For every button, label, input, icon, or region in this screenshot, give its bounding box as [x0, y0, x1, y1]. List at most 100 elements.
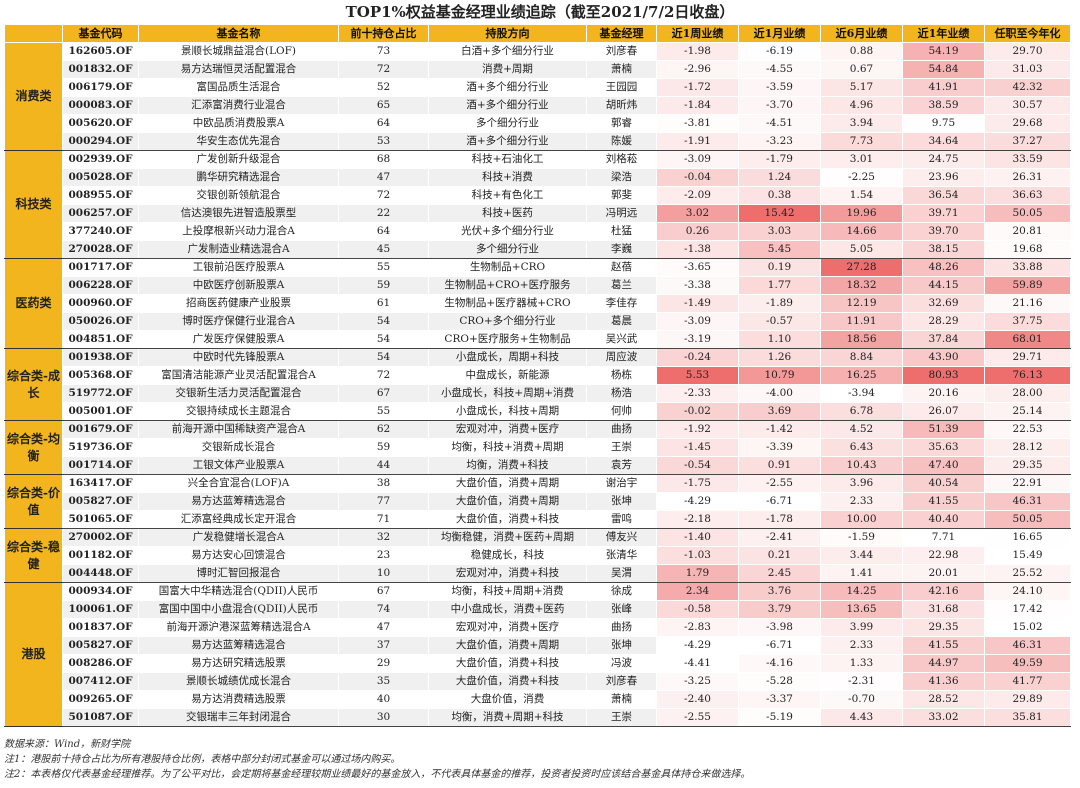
table-row: 519772.OF 交银新生活力灵活配置混合 67 小盘成长，科技+周期+消费 杨浩 -2… — [5, 384, 1071, 403]
cell-holding-direction: 大盘价值，消费+科技 — [428, 654, 587, 673]
cell-1year-return: 44.15 — [902, 276, 985, 295]
cell-week-return: -1.03 — [656, 546, 739, 565]
table-row: 005368.OF 富国清洁能源产业灵活配置混合A 72 中盘成长，新能源 杨栋 5.53… — [5, 366, 1071, 385]
cell-manager: 葛兰 — [586, 276, 657, 295]
cell-6month-return: 14.66 — [820, 222, 903, 241]
cell-code: 163417.OF — [62, 474, 139, 493]
cell-1year-return: 38.59 — [902, 96, 985, 115]
cell-top10-ratio: 72 — [338, 186, 429, 205]
cell-week-return: -3.65 — [656, 258, 739, 277]
table-row: 008286.OF 易方达研究精选股票 29 大盘价值，消费+科技 冯波 -4.41 -4.… — [5, 654, 1071, 673]
cell-month-return: 1.10 — [738, 330, 821, 349]
cell-code: 519736.OF — [62, 438, 139, 457]
cell-annualized-return: 37.75 — [984, 312, 1071, 331]
cell-code: 001832.OF — [62, 60, 139, 79]
cell-6month-return: 3.44 — [820, 546, 903, 565]
cell-holding-direction: 多个细分行业 — [428, 240, 587, 259]
cell-code: 270028.OF — [62, 240, 139, 259]
cell-top10-ratio: 40 — [338, 690, 429, 709]
cell-6month-return: -3.94 — [820, 384, 903, 403]
cell-name: 中欧时代先锋股票A — [138, 348, 339, 367]
cell-6month-return: 10.43 — [820, 456, 903, 475]
cell-week-return: -0.24 — [656, 348, 739, 367]
cell-annualized-return: 29.35 — [984, 456, 1071, 475]
cell-manager: 曲扬 — [586, 618, 657, 637]
cell-annualized-return: 15.02 — [984, 618, 1071, 637]
cell-week-return: -0.04 — [656, 168, 739, 187]
cell-top10-ratio: 10 — [338, 564, 429, 583]
cell-name: 广发创新升级混合 — [138, 150, 339, 169]
cell-1year-return: 23.96 — [902, 168, 985, 187]
cell-1year-return: 54.19 — [902, 42, 985, 61]
cell-1year-return: 20.01 — [902, 564, 985, 583]
cell-code: 005001.OF — [62, 402, 139, 421]
cell-1year-return: 39.70 — [902, 222, 985, 241]
cell-holding-direction: 科技+有色化工 — [428, 186, 587, 205]
cell-week-return: -1.40 — [656, 528, 739, 547]
cell-name: 信达澳银先进智造股票型 — [138, 204, 339, 223]
cell-top10-ratio: 68 — [338, 150, 429, 169]
cell-manager: 萧楠 — [586, 690, 657, 709]
cell-top10-ratio: 44 — [338, 456, 429, 475]
cell-week-return: 0.26 — [656, 222, 739, 241]
cell-holding-direction: 均衡，消费+科技 — [428, 456, 587, 475]
cell-name: 广发稳健增长混合A — [138, 528, 339, 547]
cell-1year-return: 80.93 — [902, 366, 985, 385]
cell-6month-return: -1.59 — [820, 528, 903, 547]
cell-top10-ratio: 54 — [338, 330, 429, 349]
cell-code: 009265.OF — [62, 690, 139, 709]
cell-annualized-return: 25.14 — [984, 402, 1071, 421]
cell-month-return: -3.98 — [738, 618, 821, 637]
table-row: 005827.OF 易方达蓝筹精选混合 77 大盘价值，消费+周期 张坤 -4.29 -6.… — [5, 492, 1071, 511]
cell-annualized-return: 22.91 — [984, 474, 1071, 493]
cell-week-return: 5.53 — [656, 366, 739, 385]
table-row: 005827.OF 易方达蓝筹精选混合 37 大盘价值，消费+周期 张坤 -4.29 -6.… — [5, 636, 1071, 655]
cell-manager: 傅友兴 — [586, 528, 657, 547]
cell-6month-return: 6.43 — [820, 438, 903, 457]
cell-name: 交银瑞丰三年封闭混合 — [138, 708, 339, 727]
cell-top10-ratio: 59 — [338, 276, 429, 295]
cell-annualized-return: 22.53 — [984, 420, 1071, 439]
cell-annualized-return: 30.57 — [984, 96, 1071, 115]
cell-top10-ratio: 55 — [338, 402, 429, 421]
cell-week-return: 3.02 — [656, 204, 739, 223]
category-label: 综合类-均衡 — [4, 420, 63, 475]
cell-code: 001837.OF — [62, 618, 139, 637]
cell-manager: 张坤 — [586, 492, 657, 511]
cell-holding-direction: 大盘价值，消费+周期 — [428, 492, 587, 511]
cell-top10-ratio: 38 — [338, 474, 429, 493]
cell-week-return: -1.72 — [656, 78, 739, 97]
cell-6month-return: 0.67 — [820, 60, 903, 79]
table-row: 综合类-价值 163417.OF 兴全合宜混合(LOF)A 38 大盘价值，消费+周期谢… — [4, 474, 1071, 529]
cell-1year-return: 41.91 — [902, 78, 985, 97]
cell-week-return: -3.25 — [656, 672, 739, 691]
cell-annualized-return: 17.42 — [984, 600, 1071, 619]
table-row: 000960.OF 招商医药健康产业股票 61 生物制品+医疗器械+CRO 李佳存 -1.… — [5, 294, 1071, 313]
category-label: 消费类 — [4, 42, 63, 151]
cell-name: 易方达研究精选股票 — [138, 654, 339, 673]
cell-month-return: 5.45 — [738, 240, 821, 259]
cell-holding-direction: 宏观对冲，消费+医疗 — [428, 420, 587, 439]
cell-manager: 赵蓓 — [586, 258, 657, 277]
cell-6month-return: 18.56 — [820, 330, 903, 349]
cell-code: 006257.OF — [62, 204, 139, 223]
cell-top10-ratio: 55 — [338, 258, 429, 277]
cell-6month-return: 1.41 — [820, 564, 903, 583]
cell-manager: 王园园 — [586, 78, 657, 97]
cell-code: 005827.OF — [62, 636, 139, 655]
cell-month-return: 1.24 — [738, 168, 821, 187]
cell-manager: 葛晨 — [586, 312, 657, 331]
table-row: 港股 000934.OF 国富大中华精选混合(QDII)人民币 67 均衡，科技+周期+… — [4, 582, 1071, 727]
cell-6month-return: 3.94 — [820, 114, 903, 133]
cell-6month-return: 16.25 — [820, 366, 903, 385]
cell-top10-ratio: 74 — [338, 600, 429, 619]
cell-holding-direction: 科技+石油化工 — [428, 150, 587, 169]
table-row: 科技类 002939.OF 广发创新升级混合 68 科技+石油化工 刘格菘 -3.09 -1.… — [4, 150, 1071, 259]
cell-name: 富国清洁能源产业灵活配置混合A — [138, 366, 339, 385]
cell-month-return: -6.71 — [738, 492, 821, 511]
cell-month-return: 1.26 — [738, 348, 821, 367]
cell-week-return: -1.49 — [656, 294, 739, 313]
cell-name: 鹏华研究精选混合 — [138, 168, 339, 187]
cell-manager: 胡昕炜 — [586, 96, 657, 115]
cell-holding-direction: 均衡，科技+周期+消费 — [428, 582, 587, 601]
